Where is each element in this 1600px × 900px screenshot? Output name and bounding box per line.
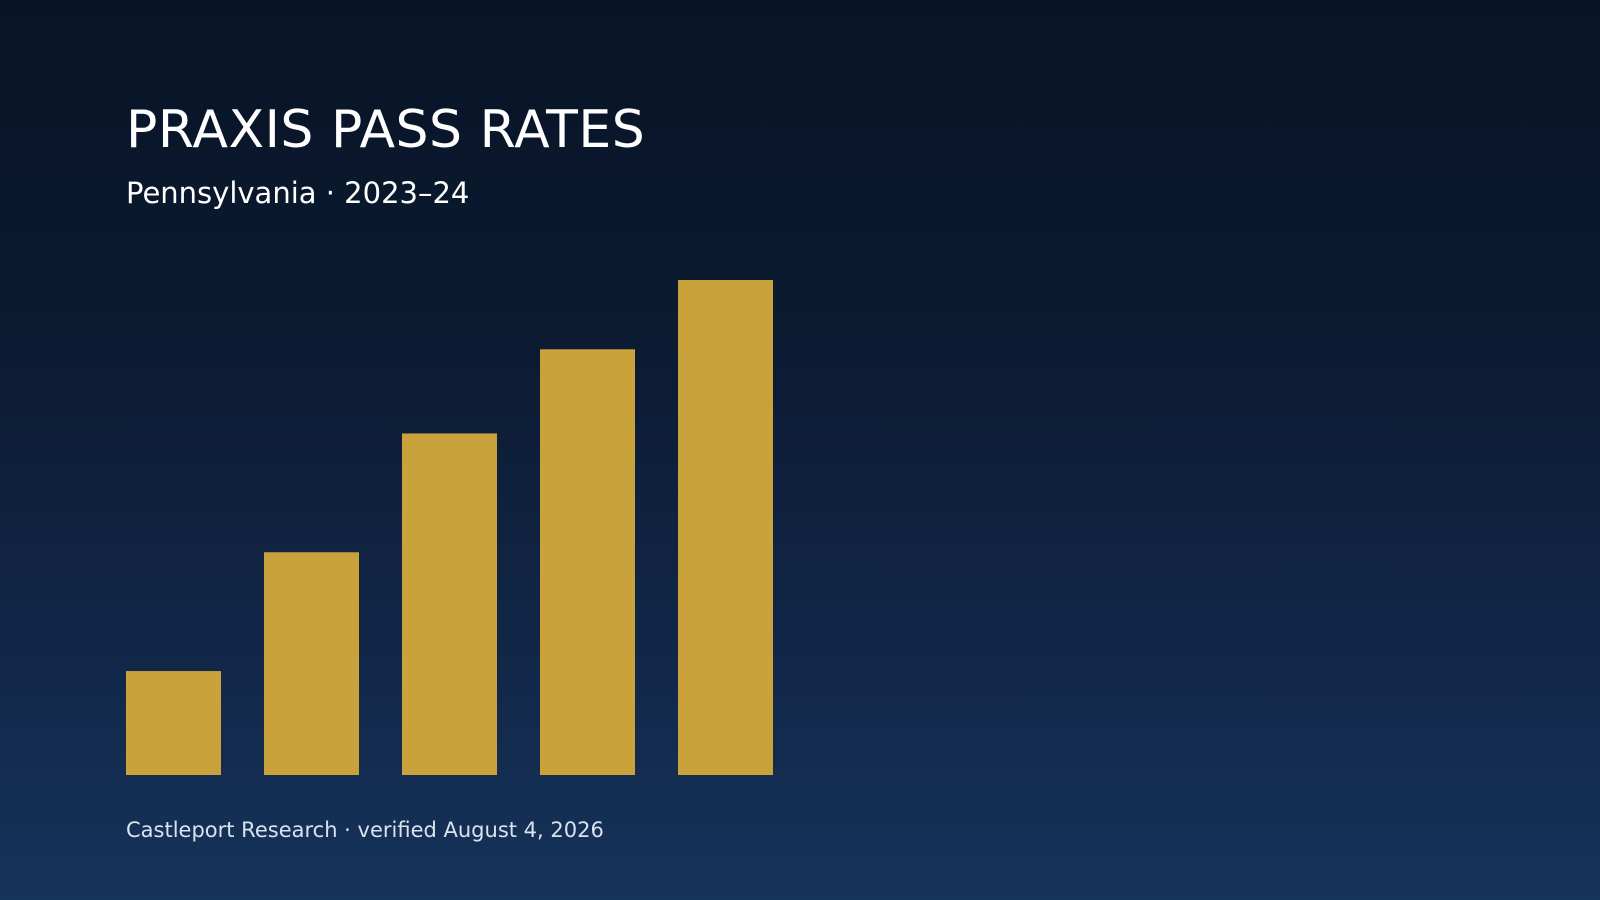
chart-title: PRAXIS PASS RATES: [126, 100, 646, 160]
bar-5: [678, 280, 773, 775]
bar-2: [264, 552, 359, 775]
source-footer: Castleport Research · verified August 4,…: [126, 818, 604, 842]
bar-1: [126, 671, 221, 775]
bar-4: [540, 349, 635, 775]
bar-3: [402, 433, 497, 775]
chart-subtitle: Pennsylvania · 2023–24: [126, 176, 470, 210]
